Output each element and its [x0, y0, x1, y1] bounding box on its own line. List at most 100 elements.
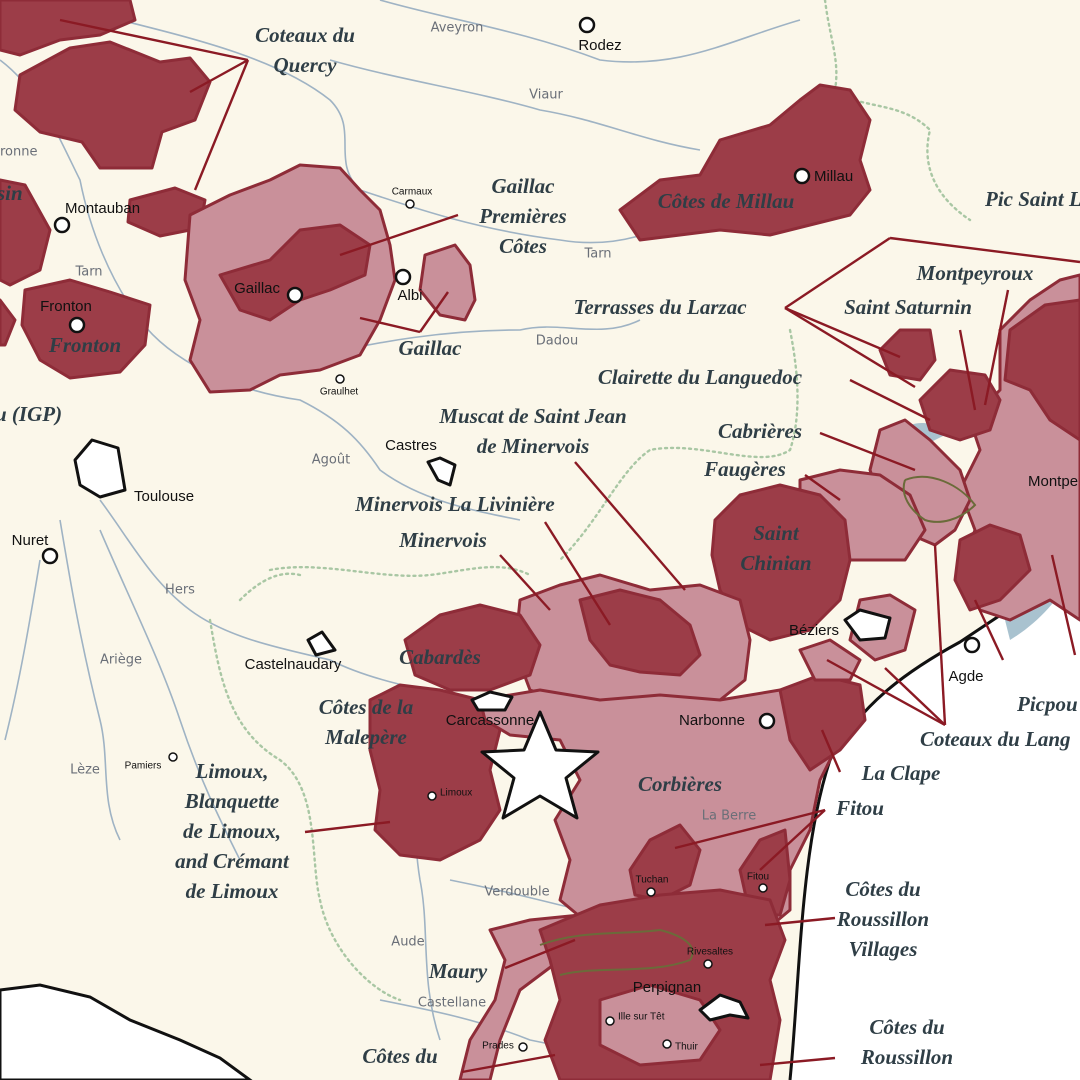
department-boundary	[823, 0, 972, 222]
town-label: Carcassonne	[446, 712, 534, 729]
department-boundary	[208, 618, 402, 1002]
appellation-label: Côtes de Millau	[658, 189, 795, 213]
appellation-label: Roussillon	[836, 907, 929, 931]
appellation-label: Malepère	[324, 725, 407, 749]
appellation-label: Terrasses du Larzac	[573, 295, 747, 319]
appellation-label: Côtes du	[845, 877, 920, 901]
town-label: Fitou	[747, 872, 769, 883]
river-label: La Berre	[702, 809, 756, 824]
sub-area-boundary	[902, 475, 977, 523]
appellation-area	[710, 483, 852, 642]
river-label: ronne	[0, 145, 38, 160]
city-outline	[73, 438, 127, 499]
appellation-label: Côtes du	[362, 1044, 437, 1068]
town-label: Agde	[948, 668, 983, 685]
department-boundary	[268, 565, 532, 577]
appellation-area	[878, 328, 937, 382]
sea	[790, 562, 1080, 1080]
river-label: Dadou	[536, 334, 578, 349]
appellation-label: Coteaux du Lang	[920, 727, 1071, 751]
appellation-label: Maury	[428, 959, 488, 983]
town-marker	[41, 547, 59, 565]
river-label: Hers	[165, 583, 195, 598]
town-marker	[758, 883, 768, 893]
appellation-label: Saint	[753, 521, 800, 545]
city-outline	[470, 690, 514, 712]
town-marker	[758, 712, 776, 730]
river-label: Verdouble	[484, 885, 549, 900]
appellation-label: Côtes du	[869, 1015, 944, 1039]
leader-line	[784, 306, 916, 389]
appellation-label: Côtes	[499, 234, 547, 258]
appellation-label: Gaillac	[399, 336, 463, 360]
appellation-label: Premières	[478, 204, 566, 228]
river-label: Agoût	[312, 453, 350, 468]
town-label: Castres	[385, 437, 437, 454]
appellation-label: Blanquette	[184, 789, 280, 813]
leader-line	[820, 729, 842, 773]
leader-line	[884, 667, 946, 726]
appellation-label: and Crémant	[175, 849, 290, 873]
appellation-label: Cabardès	[399, 645, 481, 669]
appellation-label: Pic Saint L	[984, 187, 1080, 211]
appellation-label: de Minervois	[477, 434, 590, 458]
appellation-label: Picpou	[1016, 692, 1078, 716]
leader-line	[189, 58, 249, 94]
leader-line	[958, 329, 977, 411]
appellation-label: Montpeyroux	[916, 261, 1034, 285]
city-outline	[306, 630, 337, 657]
leader-line	[889, 236, 1080, 264]
river-label: Aude	[391, 935, 424, 950]
leader-line	[461, 1053, 556, 1074]
river	[99, 499, 481, 701]
leader-line	[304, 820, 391, 834]
appellation-area	[918, 368, 1002, 442]
town-label: Pamiers	[125, 761, 162, 772]
town-label: Albi	[397, 287, 422, 304]
river	[379, 0, 801, 63]
city-outline	[426, 456, 457, 487]
town-label: Millau	[814, 168, 853, 185]
town-marker	[578, 16, 596, 34]
town-label: Perpignan	[633, 979, 701, 996]
town-label: Toulouse	[134, 488, 194, 505]
town-marker	[68, 316, 86, 334]
town-marker	[168, 752, 178, 762]
leader-line	[759, 809, 826, 871]
appellation-label: de Limoux,	[183, 819, 281, 843]
town-marker	[793, 167, 811, 185]
leader-line	[59, 18, 249, 62]
town-marker	[335, 374, 345, 384]
department-boundary	[238, 572, 302, 602]
town-marker	[53, 216, 71, 234]
appellation-label: Cabrières	[718, 419, 802, 443]
appellation-label: sin	[0, 181, 23, 205]
appellation-label: Fronton	[48, 333, 121, 357]
town-label: Prades	[482, 1041, 514, 1052]
appellation-label: Saint Saturnin	[844, 295, 972, 319]
leader-line	[359, 316, 421, 334]
river-label: Castellane	[418, 996, 486, 1011]
appellation-label: Villages	[849, 937, 918, 961]
city-outline	[843, 608, 892, 642]
town-marker	[662, 1039, 672, 1049]
leader-line	[339, 213, 459, 257]
appellation-area	[403, 603, 542, 692]
appellation-label: Coteaux du	[255, 23, 355, 47]
city-outline	[698, 993, 750, 1022]
leader-line	[784, 306, 901, 359]
town-label: Rivesaltes	[687, 947, 733, 958]
appellation-label: Quercy	[274, 53, 338, 77]
appellation-area	[953, 523, 1032, 612]
appellation-area	[0, 178, 52, 287]
appellation-label: Limoux,	[195, 759, 269, 783]
town-label: Montpe	[1028, 473, 1078, 490]
appellation-area	[598, 983, 722, 1067]
town-label: Béziers	[789, 622, 839, 639]
capital-star	[480, 710, 600, 820]
appellation-area	[618, 83, 872, 242]
town-label: Narbonne	[679, 712, 745, 729]
town-marker	[286, 286, 304, 304]
appellation-area	[20, 278, 152, 380]
